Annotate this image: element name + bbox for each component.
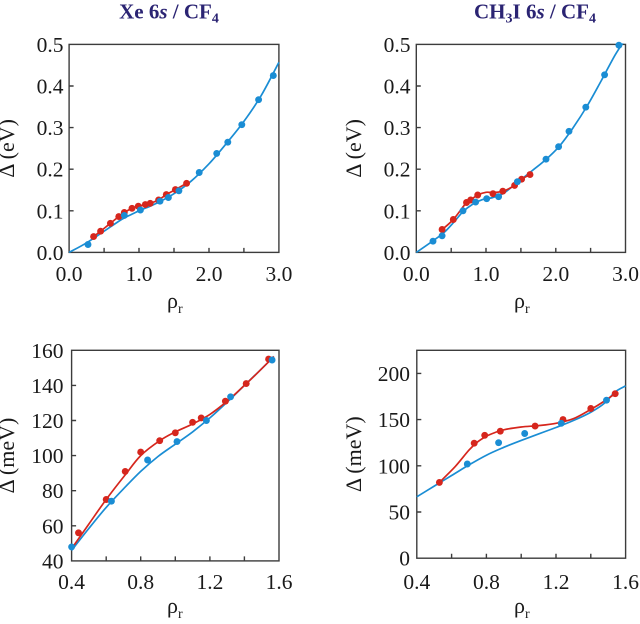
svg-text:200: 200 (378, 362, 410, 386)
svg-text:0.4: 0.4 (384, 75, 411, 99)
svg-text:0.1: 0.1 (37, 199, 64, 223)
svg-text:0.4: 0.4 (37, 75, 64, 99)
svg-text:1.2: 1.2 (543, 570, 570, 594)
svg-text:0.4: 0.4 (403, 570, 430, 594)
svg-text:2.0: 2.0 (196, 262, 223, 286)
svg-text:150: 150 (378, 408, 410, 432)
svg-text:0.0: 0.0 (56, 262, 83, 286)
svg-text:140: 140 (31, 374, 63, 398)
svg-text:ρr: ρr (167, 593, 183, 619)
svg-text:0.8: 0.8 (473, 570, 500, 594)
svg-text:80: 80 (42, 479, 64, 503)
svg-text:0.8: 0.8 (127, 570, 154, 594)
svg-text:1.0: 1.0 (126, 262, 153, 286)
svg-text:0.5: 0.5 (384, 33, 411, 57)
svg-text:0.5: 0.5 (37, 33, 64, 57)
svg-text:0.3: 0.3 (37, 116, 64, 140)
svg-text:100: 100 (378, 454, 410, 478)
svg-text:0: 0 (399, 547, 410, 571)
svg-text:1.2: 1.2 (196, 570, 223, 594)
svg-text:40: 40 (42, 549, 64, 573)
svg-text:50: 50 (389, 501, 411, 525)
svg-text:160: 160 (31, 339, 63, 363)
svg-text:1.6: 1.6 (266, 570, 293, 594)
svg-text:0.0: 0.0 (384, 241, 411, 265)
svg-text:Δ (meV): Δ (meV) (341, 416, 366, 492)
svg-text:Δ (eV): Δ (eV) (341, 119, 366, 178)
svg-text:2.0: 2.0 (542, 262, 569, 286)
svg-text:0.0: 0.0 (403, 262, 430, 286)
svg-text:Δ (meV): Δ (meV) (0, 418, 19, 494)
svg-text:0.3: 0.3 (384, 116, 411, 140)
svg-text:3.0: 3.0 (612, 262, 639, 286)
svg-text:0.2: 0.2 (384, 158, 411, 182)
svg-text:0.4: 0.4 (58, 570, 85, 594)
svg-text:Xe 6s / CF4: Xe 6s / CF4 (119, 0, 219, 27)
svg-text:CH3I 6s / CF4: CH3I 6s / CF4 (474, 0, 596, 27)
svg-text:60: 60 (42, 514, 64, 538)
svg-text:1.0: 1.0 (473, 262, 500, 286)
svg-text:ρr: ρr (514, 288, 530, 317)
svg-text:0.0: 0.0 (37, 241, 64, 265)
svg-text:1.6: 1.6 (612, 570, 639, 594)
svg-text:3.0: 3.0 (265, 262, 292, 286)
svg-text:100: 100 (31, 444, 63, 468)
svg-text:120: 120 (31, 409, 63, 433)
svg-text:ρr: ρr (514, 593, 530, 619)
svg-text:0.1: 0.1 (384, 199, 411, 223)
svg-text:Δ (eV): Δ (eV) (0, 119, 19, 178)
svg-text:0.2: 0.2 (37, 158, 64, 182)
svg-text:ρr: ρr (167, 288, 183, 317)
